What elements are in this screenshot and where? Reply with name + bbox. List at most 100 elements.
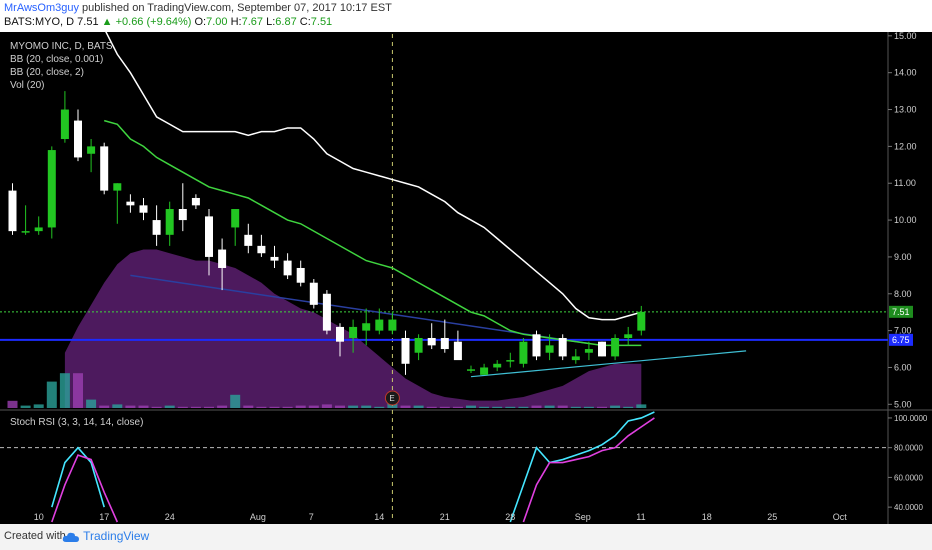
author-link[interactable]: MrAwsOm3guy <box>4 2 79 14</box>
open-label: O: <box>194 16 207 28</box>
volume-bar <box>335 405 345 408</box>
volume-bar <box>610 405 621 408</box>
legend-vol[interactable]: Vol (20) <box>10 80 45 91</box>
volume-bar <box>138 405 149 408</box>
volume-bar <box>164 405 175 408</box>
price-axis-label: 13.00 <box>894 105 917 115</box>
candle-body <box>21 231 30 233</box>
stoch-rsi-line <box>51 454 119 523</box>
time-axis-label: 14 <box>374 512 384 522</box>
price-axis-label: 11.00 <box>894 178 916 188</box>
last-price-badge-label: 7.51 <box>892 307 910 317</box>
candle-body <box>152 220 161 235</box>
price-axis-label: 9.00 <box>894 252 912 262</box>
time-axis-label: 24 <box>165 512 175 522</box>
published-text: published on TradingView.com, September … <box>82 2 392 14</box>
volume-bar <box>321 404 332 408</box>
volume-bar <box>544 405 555 408</box>
volume-bar <box>597 406 607 408</box>
volume-bar <box>466 405 476 408</box>
candle-body <box>126 201 135 206</box>
candle-body <box>571 356 580 361</box>
cloud-icon <box>62 532 79 542</box>
volume-bar <box>46 381 57 408</box>
change-value: +0.66 (+9.64%) <box>115 16 192 28</box>
candle-body <box>322 293 331 331</box>
volume-bar <box>308 405 319 408</box>
volume-bar <box>151 406 162 408</box>
level-price-badge <box>889 333 913 346</box>
time-axis-label: Oct <box>833 512 848 522</box>
price-axis-label: 6.00 <box>894 362 912 372</box>
candle-body <box>113 183 122 191</box>
legend-stoch-rsi[interactable]: Stoch RSI (3, 3, 14, 14, close) <box>10 417 144 428</box>
bollinger-middle-line <box>103 119 642 347</box>
volume-bar <box>59 373 70 408</box>
candle-body <box>611 337 620 357</box>
chart-area[interactable]: E 15.00 14.00 13.00 12.00 11.00 10.00 9.00 8.00 7… <box>0 28 932 524</box>
ohlc-line: BATS:MYO, D 7.51 ▲ +0.66 (+9.64%) O:7.00… <box>4 16 332 28</box>
volume-bar <box>230 394 241 408</box>
price-axis-label: 12.00 <box>894 141 917 151</box>
candle-body <box>34 227 43 232</box>
candle-body <box>519 341 528 364</box>
candle-body <box>231 209 240 228</box>
candle-body <box>178 209 187 221</box>
candle-body <box>480 367 489 375</box>
candle-body <box>218 249 227 268</box>
volume-bar <box>413 405 424 408</box>
candle-body <box>440 337 449 350</box>
candle-body <box>165 209 174 235</box>
candle-body <box>244 234 253 246</box>
candle-body <box>637 311 646 331</box>
candle-body <box>191 197 200 206</box>
volume-bar <box>374 406 385 408</box>
volume-bar <box>636 404 647 408</box>
last-price: 7.51 <box>77 16 99 28</box>
low-value: 6.87 <box>275 16 297 28</box>
volume-bar <box>204 406 214 408</box>
candle-body <box>427 337 436 346</box>
volume-bar <box>73 373 83 408</box>
candle-body <box>74 120 82 158</box>
time-axis-label: Sep <box>575 512 591 522</box>
candle-body <box>467 369 475 371</box>
high-label: H: <box>230 16 242 28</box>
candle-body <box>558 337 567 357</box>
volume-bar <box>282 406 293 408</box>
tradingview-brand: TradingView <box>83 529 150 543</box>
candle-body <box>309 282 318 305</box>
chart-svg[interactable]: E 15.00 14.00 13.00 12.00 11.00 10.00 9.00 8.00 7… <box>0 28 932 524</box>
high-value: 7.67 <box>241 16 264 28</box>
stoch-rsi-line <box>522 417 655 523</box>
candle-body <box>336 326 344 342</box>
legend-bb2[interactable]: BB (20, close, 2) <box>10 67 84 78</box>
time-axis-label: 18 <box>702 512 712 522</box>
time-axis-label: 28 <box>505 512 515 522</box>
candle-body <box>414 337 423 353</box>
symbol-label: BATS:MYO, D <box>4 16 75 28</box>
candle-body <box>283 260 292 276</box>
volume-bar <box>452 406 463 408</box>
volume-bar <box>20 405 31 408</box>
stoch-rsi-line <box>51 446 105 508</box>
candle-body <box>624 334 633 338</box>
last-price-badge <box>889 305 913 318</box>
tradingview-logo[interactable]: TradingView <box>62 529 149 543</box>
legend-bb1[interactable]: BB (20, close, 0.001) <box>10 54 104 65</box>
candle-body <box>257 245 266 254</box>
candle-body <box>205 216 213 257</box>
volume-bar <box>177 406 188 408</box>
chart-title: MYOMO INC, D, BATS <box>10 41 113 52</box>
candle-body <box>60 109 69 140</box>
candle-body <box>506 360 515 362</box>
volume-bar <box>479 406 490 408</box>
price-axis-label: 8.00 <box>894 289 912 299</box>
volume-bar <box>623 406 634 408</box>
price-axis-label: 14.00 <box>894 68 917 78</box>
volume-bar <box>33 404 44 408</box>
candle-body <box>598 341 606 357</box>
volume-bar <box>269 406 280 408</box>
volume-bar <box>505 406 516 408</box>
up-arrow-icon: ▲ <box>101 16 113 28</box>
